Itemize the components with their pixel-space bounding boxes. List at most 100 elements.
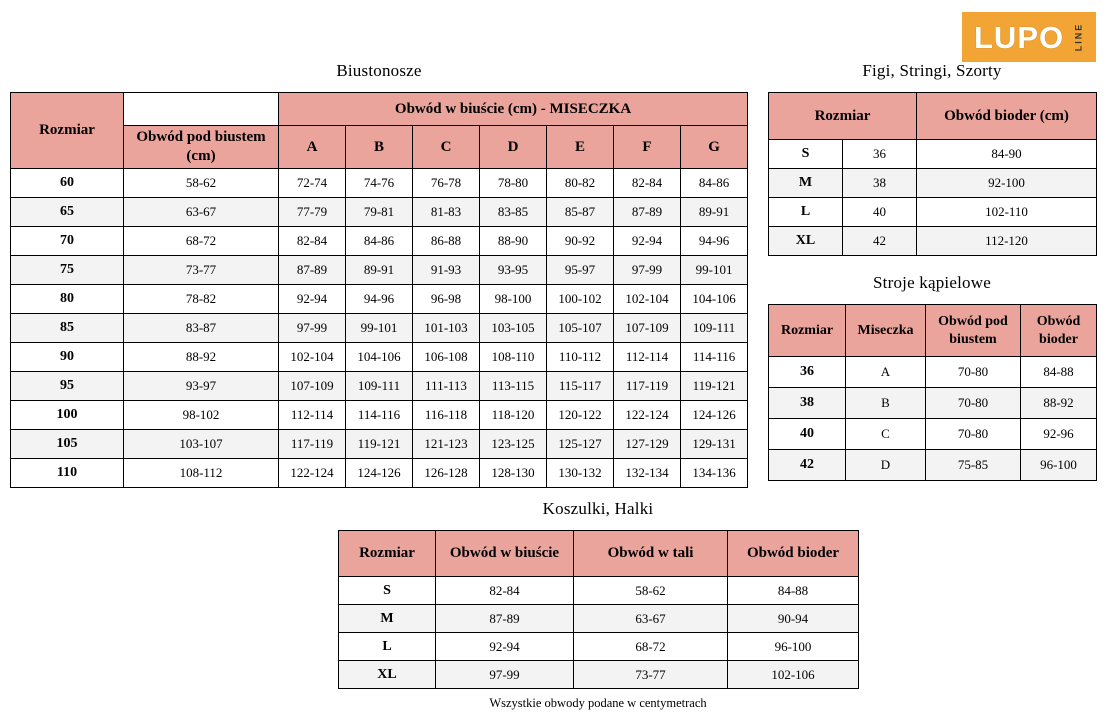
range-cell: 128-130: [479, 458, 547, 488]
range-cell: 108-112: [123, 458, 279, 488]
bras-header-size: Rozmiar: [10, 92, 124, 169]
swimwear-section: Stroje kąpielowe Rozmiar Miseczka Obwód …: [768, 270, 1097, 481]
table-row: 75 73-77 87-89 89-91 91-93 93-95 95-97 97-99 99-…: [10, 255, 749, 285]
range-cell: 82-84: [278, 226, 346, 256]
shirts-header-bust: Obwód w biuście: [435, 530, 574, 577]
table-row: 42 D 75-85 96-100: [768, 449, 1097, 481]
range-cell: 107-109: [278, 371, 346, 401]
range-cell: 92-94: [435, 632, 574, 661]
range-cell: 73-77: [123, 255, 279, 285]
range-cell: 58-62: [573, 576, 728, 605]
table-row: 60 58-62 72-74 74-76 76-78 78-80 80-82 82-84 84-…: [10, 168, 749, 198]
range-cell: 91-93: [412, 255, 480, 285]
range-cell: 124-126: [345, 458, 413, 488]
range-cell: 123-125: [479, 429, 547, 459]
range-cell: 78-80: [479, 168, 547, 198]
range-cell: 40: [842, 197, 917, 227]
range-cell: A: [845, 356, 926, 388]
table-row: 105 103-107 117-119 119-121 121-123 123-125 12…: [10, 429, 749, 459]
range-cell: 88-92: [123, 342, 279, 372]
range-cell: 68-72: [123, 226, 279, 256]
range-cell: 122-124: [278, 458, 346, 488]
range-cell: 70-80: [925, 356, 1021, 388]
bras-header-cup-d: D: [479, 125, 547, 169]
range-cell: 126-128: [412, 458, 480, 488]
range-cell: 102-104: [278, 342, 346, 372]
range-cell: 112-114: [278, 400, 346, 430]
size-cell: 85: [10, 313, 124, 343]
range-cell: 58-62: [123, 168, 279, 198]
range-cell: 92-94: [613, 226, 681, 256]
range-cell: 93-97: [123, 371, 279, 401]
range-cell: 99-101: [679, 255, 749, 285]
range-cell: 119-121: [679, 371, 749, 401]
size-cell: XL: [338, 660, 436, 689]
range-cell: 108-110: [479, 342, 547, 372]
swimwear-header-size: Rozmiar: [768, 304, 846, 357]
bras-header-cup-e: E: [546, 125, 614, 169]
range-cell: 84-88: [1020, 356, 1097, 388]
size-cell: L: [768, 197, 843, 227]
range-cell: 85-87: [546, 197, 614, 227]
range-cell: 119-121: [345, 429, 413, 459]
range-cell: 99-101: [345, 313, 413, 343]
range-cell: 125-127: [546, 429, 614, 459]
range-cell: 130-132: [546, 458, 614, 488]
range-cell: 115-117: [546, 371, 614, 401]
range-cell: 100-102: [546, 284, 614, 314]
range-cell: 92-96: [1020, 418, 1097, 450]
range-cell: 129-131: [679, 429, 749, 459]
table-row: XL 42 112-120: [768, 226, 1097, 256]
table-row: 95 93-97 107-109 109-111 111-113 113-115 115-1…: [10, 371, 749, 401]
range-cell: 102-104: [613, 284, 681, 314]
size-cell: XL: [768, 226, 843, 256]
range-cell: 124-126: [679, 400, 749, 430]
range-cell: 117-119: [613, 371, 681, 401]
bras-header-cup-f: F: [613, 125, 681, 169]
range-cell: 105-107: [546, 313, 614, 343]
range-cell: 97-99: [613, 255, 681, 285]
range-cell: 76-78: [412, 168, 480, 198]
size-cell: 100: [10, 400, 124, 430]
size-cell: 110: [10, 458, 124, 488]
table-row: 36 A 70-80 84-88: [768, 356, 1097, 388]
range-cell: 96-100: [1020, 449, 1097, 481]
bras-title: Biustonosze: [336, 61, 422, 80]
table-row: 70 68-72 82-84 84-86 86-88 88-90 90-92 92-94 94-…: [10, 226, 749, 256]
range-cell: 90-92: [546, 226, 614, 256]
range-cell: 68-72: [573, 632, 728, 661]
range-cell: 80-82: [546, 168, 614, 198]
range-cell: 87-89: [278, 255, 346, 285]
range-cell: 103-107: [123, 429, 279, 459]
range-cell: 92-100: [916, 168, 1097, 198]
size-cell: 38: [768, 387, 846, 419]
panties-header-hips: Obwód bioder (cm): [916, 92, 1097, 140]
bras-header-cup-g: G: [679, 125, 749, 169]
swimwear-header-hips: Obwód bioder: [1020, 304, 1097, 357]
shirts-title: Koszulki, Halki: [542, 499, 654, 518]
size-cell: 95: [10, 371, 124, 401]
range-cell: 98-102: [123, 400, 279, 430]
range-cell: 75-85: [925, 449, 1021, 481]
range-cell: B: [845, 387, 926, 419]
range-cell: 82-84: [435, 576, 574, 605]
range-cell: 84-86: [679, 168, 749, 198]
panties-table: Rozmiar Obwód bioder (cm) S 36 84-90 M 38 92-…: [768, 92, 1097, 256]
bras-section: Biustonosze Rozmiar Obwód w biuście (cm)…: [10, 58, 749, 488]
range-cell: 132-134: [613, 458, 681, 488]
range-cell: 102-106: [727, 660, 859, 689]
shirts-header-size: Rozmiar: [338, 530, 436, 577]
size-cell: 36: [768, 356, 846, 388]
bras-header-spacer: [123, 92, 279, 126]
range-cell: 118-120: [479, 400, 547, 430]
logo-subtext: LINE: [1073, 22, 1084, 52]
range-cell: 83-85: [479, 197, 547, 227]
range-cell: 107-109: [613, 313, 681, 343]
range-cell: 109-111: [345, 371, 413, 401]
range-cell: D: [845, 449, 926, 481]
range-cell: 63-67: [123, 197, 279, 227]
panties-section: Figi, Stringi, Szorty Rozmiar Obwód biod…: [768, 58, 1097, 256]
table-row: XL 97-99 73-77 102-106: [338, 660, 859, 689]
size-cell: 40: [768, 418, 846, 450]
swimwear-header-underbust: Obwód pod biustem: [925, 304, 1021, 357]
